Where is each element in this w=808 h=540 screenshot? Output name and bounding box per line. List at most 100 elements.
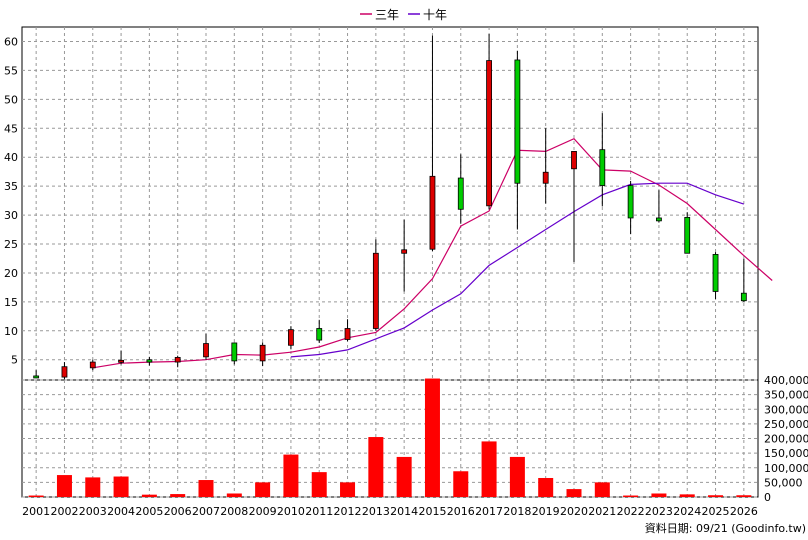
price-tick-label: 50 bbox=[4, 93, 18, 106]
x-tick-label: 2015 bbox=[418, 505, 446, 518]
price-tick-label: 35 bbox=[4, 180, 18, 193]
candle-body bbox=[712, 254, 719, 292]
candle-body bbox=[401, 249, 408, 254]
price-panel: 5 10 15 20 25 30 35 40 45 50 55 60 bbox=[4, 26, 773, 381]
candle-body bbox=[174, 357, 181, 363]
candle-body bbox=[429, 175, 436, 250]
price-tick-label: 45 bbox=[4, 122, 18, 135]
candle-body bbox=[259, 344, 266, 362]
candle-body bbox=[571, 151, 577, 170]
volume-bar bbox=[424, 378, 440, 497]
candle-body bbox=[514, 59, 521, 184]
price-tick-label: 60 bbox=[4, 35, 18, 48]
x-tick-label: 2001 bbox=[22, 505, 50, 518]
volume-bar bbox=[736, 495, 752, 497]
price-tick-label: 15 bbox=[4, 296, 18, 309]
volume-tick-label: 100,000 bbox=[764, 462, 808, 475]
volume-bar bbox=[198, 480, 214, 497]
volume-tick-label: 300,000 bbox=[764, 403, 808, 416]
price-tick-label: 40 bbox=[4, 151, 18, 164]
legend-label: 三年 bbox=[375, 8, 399, 22]
candle-body bbox=[146, 359, 153, 363]
footer-note: 資料日期: 09/21 (Goodinfo.tw) bbox=[645, 521, 806, 535]
volume-bar bbox=[538, 477, 554, 497]
x-tick-label: 2014 bbox=[390, 505, 418, 518]
price-frame bbox=[21, 26, 759, 381]
volume-bar bbox=[28, 495, 44, 497]
legend-label: 十年 bbox=[423, 8, 447, 22]
x-tick-label: 2022 bbox=[617, 505, 645, 518]
volume-bar bbox=[85, 477, 101, 497]
candle-body bbox=[684, 216, 691, 254]
ma-10year-line bbox=[290, 182, 744, 358]
x-tick-label: 2024 bbox=[673, 505, 701, 518]
x-tick-label: 2021 bbox=[588, 505, 616, 518]
volume-bar bbox=[566, 489, 582, 497]
price-tick-label: 25 bbox=[4, 238, 18, 251]
x-tick-label: 2012 bbox=[334, 505, 362, 518]
candle-body bbox=[344, 328, 351, 340]
price-tick-label: 5 bbox=[11, 354, 18, 367]
x-tick-label: 2026 bbox=[730, 505, 758, 518]
candle-body bbox=[542, 171, 549, 184]
x-tick-label: 2013 bbox=[362, 505, 390, 518]
volume-bar bbox=[226, 493, 242, 497]
candle-body bbox=[316, 328, 323, 341]
x-tick-label: 2007 bbox=[192, 505, 220, 518]
candle-body bbox=[61, 366, 68, 378]
x-tick-label: 2004 bbox=[107, 505, 135, 518]
volume-tick-label: 200,000 bbox=[764, 433, 808, 446]
volume-bar bbox=[651, 493, 667, 497]
candle-body bbox=[457, 177, 464, 210]
candle-body bbox=[33, 375, 40, 379]
candle-body bbox=[486, 60, 492, 207]
volume-bar bbox=[481, 441, 497, 497]
volume-bar bbox=[113, 476, 129, 497]
volume-bar bbox=[340, 482, 356, 497]
volume-tick-label: 0 bbox=[764, 491, 771, 504]
x-tick-label: 2019 bbox=[532, 505, 560, 518]
volume-bar bbox=[594, 482, 610, 497]
candle-body bbox=[740, 292, 747, 302]
candle-body bbox=[627, 185, 634, 219]
volume-bar bbox=[311, 472, 327, 497]
volume-tick-label: 50,000 bbox=[764, 476, 803, 489]
volume-bar bbox=[623, 495, 639, 497]
x-tick-label: 2025 bbox=[702, 505, 730, 518]
volume-tick-label: 150,000 bbox=[764, 447, 808, 460]
volume-bar bbox=[396, 456, 412, 497]
x-tick-label: 2018 bbox=[503, 505, 531, 518]
volume-bar bbox=[141, 494, 157, 497]
chart-legend: 三年 十年 bbox=[360, 8, 447, 22]
x-tick-label: 2002 bbox=[50, 505, 78, 518]
candle-body bbox=[656, 217, 662, 222]
volume-bar bbox=[368, 437, 384, 497]
volume-bar bbox=[255, 482, 271, 497]
price-tick-label: 10 bbox=[4, 325, 18, 338]
volume-tick-label: 250,000 bbox=[764, 418, 808, 431]
candle-body bbox=[118, 359, 124, 363]
candle-body bbox=[231, 342, 238, 362]
volume-bar bbox=[170, 494, 186, 497]
price-tick-label: 20 bbox=[4, 267, 18, 280]
x-axis: 2001 2002 2003 2004 2005 2006 2007 2008 2009 2010… bbox=[22, 505, 758, 518]
x-tick-label: 2023 bbox=[645, 505, 673, 518]
price-tick-label: 30 bbox=[4, 209, 18, 222]
volume-bar bbox=[679, 494, 695, 497]
volume-tick-label: 400,000 bbox=[764, 374, 808, 387]
x-tick-label: 2008 bbox=[220, 505, 248, 518]
x-tick-label: 2010 bbox=[277, 505, 305, 518]
volume-bar bbox=[509, 456, 525, 497]
candle-body bbox=[599, 149, 606, 186]
x-tick-label: 2003 bbox=[79, 505, 107, 518]
x-tick-label: 2006 bbox=[164, 505, 192, 518]
x-tick-label: 2011 bbox=[305, 505, 333, 518]
volume-bar bbox=[708, 495, 724, 497]
volume-bar bbox=[453, 471, 469, 497]
candle-body bbox=[372, 252, 379, 329]
x-tick-label: 2016 bbox=[447, 505, 475, 518]
candle-body bbox=[203, 343, 209, 358]
x-tick-label: 2020 bbox=[560, 505, 588, 518]
